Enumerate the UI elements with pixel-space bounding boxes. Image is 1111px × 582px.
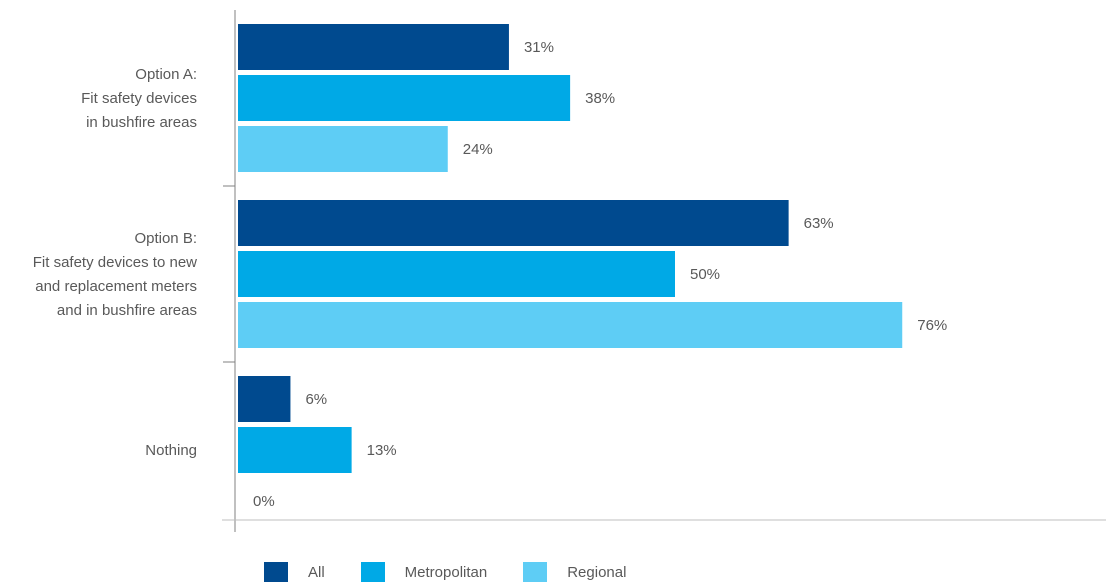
bar-all-1 [238,24,509,70]
bar-metropolitan-3 [238,427,352,473]
legend-swatch-all [264,562,288,582]
bar-metropolitan-1 [238,75,571,121]
category-label-2: Option B: Fit safety devices to new and re… [33,230,197,319]
value-label-metropolitan-2: 50% [690,266,720,283]
value-label-regional-2: 76% [917,317,947,334]
value-label-all-2: 63% [804,215,834,232]
bar-regional-2 [238,302,903,348]
value-label-all-3: 6% [305,391,327,408]
bar-regional-1 [238,126,448,172]
legend: All Metropolitan Regional [264,562,662,582]
bars-group [238,24,903,473]
value-label-metropolitan-3: 13% [367,442,397,459]
value-label-metropolitan-1: 38% [585,90,615,107]
legend-item-regional: Regional [523,562,626,582]
value-label-all-1: 31% [524,39,554,56]
category-label-3: Nothing [145,442,197,459]
legend-swatch-regional [523,562,548,582]
legend-label-metropolitan: Metropolitan [404,563,488,581]
value-label-regional-3: 0% [253,493,275,510]
legend-item-metropolitan: Metropolitan [360,562,488,582]
value-labels: 31% 38% 24% 63% 50% 76% 6% 13% 0% [253,39,947,510]
legend-label-all: All [308,563,325,581]
category-ticks [223,185,235,363]
bar-all-2 [238,200,789,246]
category-label-1: Option A: Fit safety devices in bushfire a… [81,66,197,131]
value-label-regional-1: 24% [463,141,493,158]
category-labels: Option A: Fit safety devices in bushfire a… [33,66,197,459]
legend-swatch-metropolitan [360,562,385,582]
bar-metropolitan-2 [238,251,675,297]
legend-item-all: All [264,562,325,582]
bar-all-3 [238,376,291,422]
legend-label-regional: Regional [567,563,627,581]
